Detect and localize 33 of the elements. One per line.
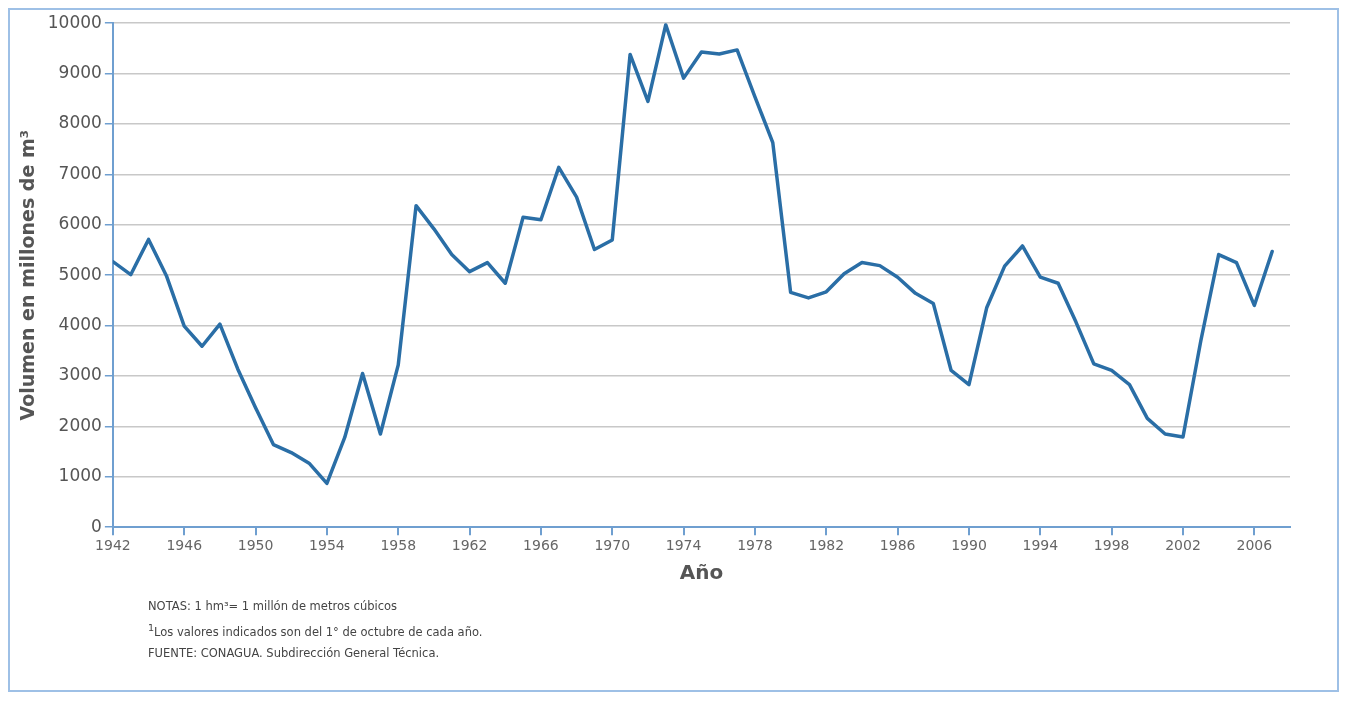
x-tick-label: 1958 — [380, 537, 417, 554]
x-tick-label: 1970 — [594, 537, 631, 554]
x-tick-label: 1998 — [1093, 537, 1130, 554]
x-axis-title: Año — [679, 560, 724, 585]
y-tick-label: 8000 — [58, 112, 102, 133]
y-axis-title: Volumen en millones de m³ — [16, 129, 39, 421]
x-tick-label: 2006 — [1236, 537, 1273, 554]
x-tick-label: 1946 — [166, 537, 203, 554]
x-tick-label: 1966 — [523, 537, 559, 554]
x-tick-label: 1950 — [237, 537, 274, 554]
text: $^{1}$Los valores indicados son del 1° de octubre de cada año. — [148, 621, 484, 641]
y-tick-label: 10000 — [47, 11, 102, 32]
x-tick-label: 1962 — [451, 537, 488, 554]
x-tick-label: 1990 — [951, 537, 987, 554]
y-tick-label: 7000 — [58, 162, 102, 183]
x-tick-label: 1974 — [665, 537, 702, 554]
source-note: FUENTE: CONAGUA. Subdirección General Técnica. — [148, 644, 441, 662]
y-tick-label: 5000 — [58, 263, 102, 284]
y-tick-label: 4000 — [58, 314, 102, 335]
x-tick-label: 2002 — [1165, 537, 1201, 554]
y-tick-label: 6000 — [58, 213, 102, 234]
y-tick-label: 0 — [91, 515, 102, 536]
x-tick-label: 1986 — [879, 537, 916, 554]
x-tick-label: 1942 — [95, 537, 131, 554]
x-tick-label: 1994 — [1022, 537, 1059, 554]
y-tick-label: 2000 — [58, 414, 102, 435]
text: NOTAS: 1 hm³= 1 millón de metros cúbicos — [148, 598, 399, 615]
y-tick-label: 9000 — [58, 62, 102, 83]
y-tick-label: 1000 — [58, 465, 102, 486]
x-tick-label: 1954 — [309, 537, 345, 554]
x-tick-label: 1982 — [808, 537, 845, 554]
y-tick-label: 3000 — [58, 364, 102, 385]
x-tick-label: 1978 — [737, 537, 773, 554]
